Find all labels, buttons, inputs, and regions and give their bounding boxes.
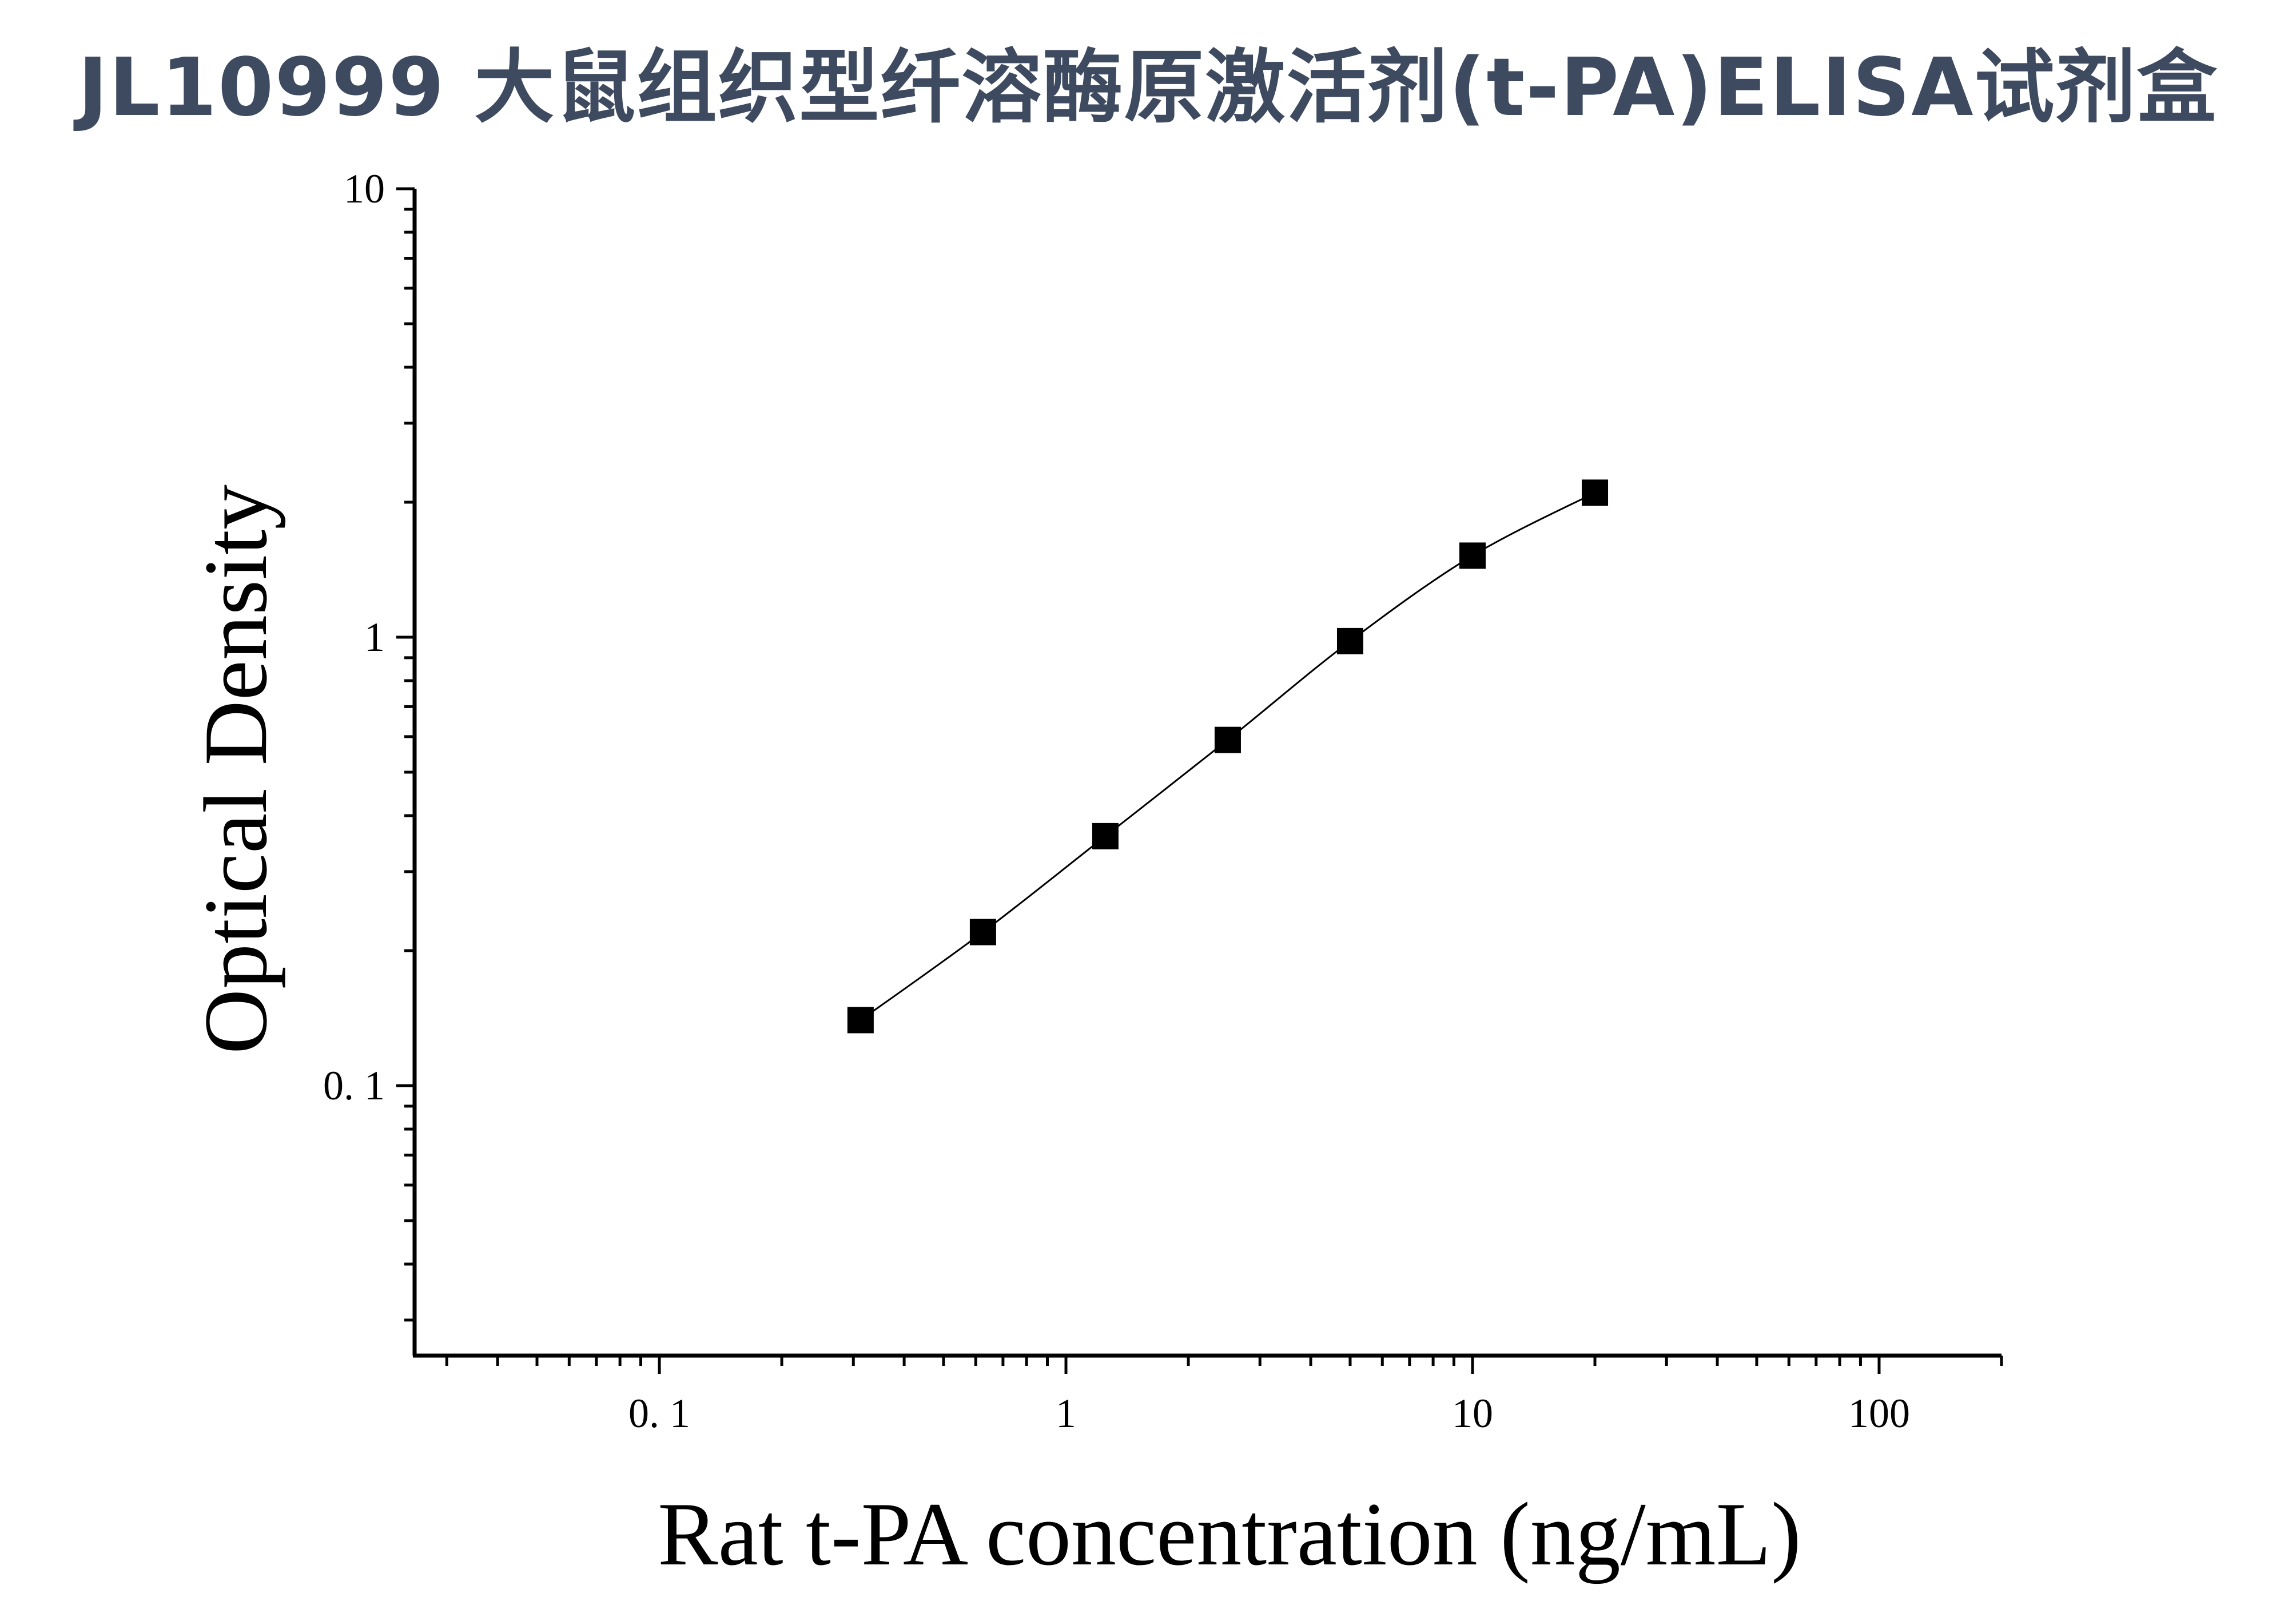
y-tick-label: 0. 1 <box>323 1063 385 1109</box>
x-axis-label: Rat t-PA concentration (ng/mL) <box>658 1484 1801 1584</box>
data-point <box>1092 823 1119 849</box>
tick-labels: 0. 1 1 10 100 0. 1 1 10 <box>323 166 1910 1436</box>
chart-title: JL10999 大鼠组织型纤溶酶原激活剂(t-PA)ELISA试剂盒 <box>78 41 2218 134</box>
y-tick-label: 1 <box>364 614 385 660</box>
x-tick-label: 1 <box>1056 1391 1076 1436</box>
axes <box>412 189 2001 1358</box>
x-tick-label: 100 <box>1848 1391 1910 1436</box>
x-tick-label: 0. 1 <box>628 1391 690 1436</box>
data-point <box>847 1007 874 1034</box>
data-point <box>1214 726 1241 753</box>
ticks <box>396 187 2003 1374</box>
data-point <box>1336 627 1363 654</box>
y-axis-label: Optical Density <box>186 484 286 1054</box>
y-tick-label: 10 <box>344 166 385 212</box>
data-point <box>1582 479 1609 506</box>
data-point <box>1459 542 1486 569</box>
data-point <box>969 919 996 945</box>
data-points <box>847 479 1609 1034</box>
x-tick-label: 10 <box>1452 1391 1493 1436</box>
